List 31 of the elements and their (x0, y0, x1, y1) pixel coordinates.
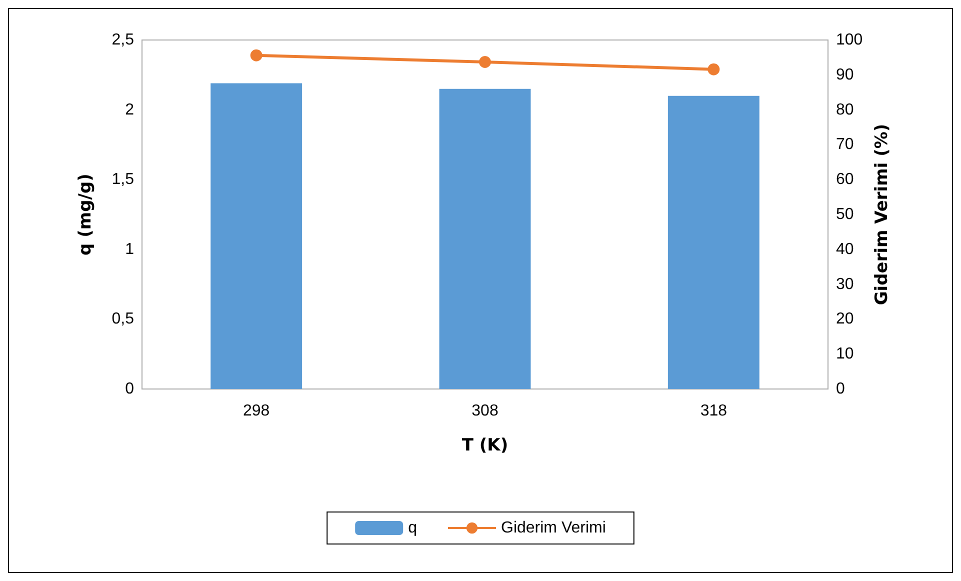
x-tick-label: 298 (242, 402, 270, 420)
bar (210, 83, 302, 389)
x-tick-label: 308 (472, 402, 498, 420)
point (250, 49, 262, 62)
x-axis-title: T (K) (462, 436, 508, 456)
y2-tick-label: 40 (836, 240, 854, 258)
point (479, 56, 491, 68)
y-tick-label: 2 (125, 101, 134, 118)
y2-tick-label: 60 (836, 171, 854, 188)
y-axis-title: q (mg/g) (76, 174, 96, 256)
y2-tick-label: 70 (836, 136, 854, 154)
y2-tick-label: 10 (836, 346, 854, 363)
legend-label: q (408, 520, 418, 536)
y2-axis-title: Giderim Verimi (%) (872, 124, 892, 306)
x-tick-label: 318 (700, 402, 728, 420)
bar (668, 96, 760, 389)
y2-tick-label: 30 (836, 276, 854, 293)
y2-tick-label: 90 (836, 66, 854, 84)
y2-tick-label: 50 (836, 206, 854, 223)
y2-tick-label: 100 (836, 32, 863, 48)
legend-label: Giderim Verimi (500, 520, 606, 536)
y2-tick-label: 20 (836, 310, 854, 328)
y-tick-label: 1 (125, 240, 134, 258)
y2-tick-label: 80 (836, 101, 854, 118)
y2-tick-label: 0 (836, 380, 845, 398)
y-tick-label: 0 (125, 380, 134, 398)
y-tick-label: 0,5 (112, 310, 134, 328)
bar (439, 88, 531, 389)
y-tick-label: 1,5 (112, 171, 134, 188)
point (708, 63, 720, 76)
y-tick-label: 2,5 (112, 32, 134, 48)
